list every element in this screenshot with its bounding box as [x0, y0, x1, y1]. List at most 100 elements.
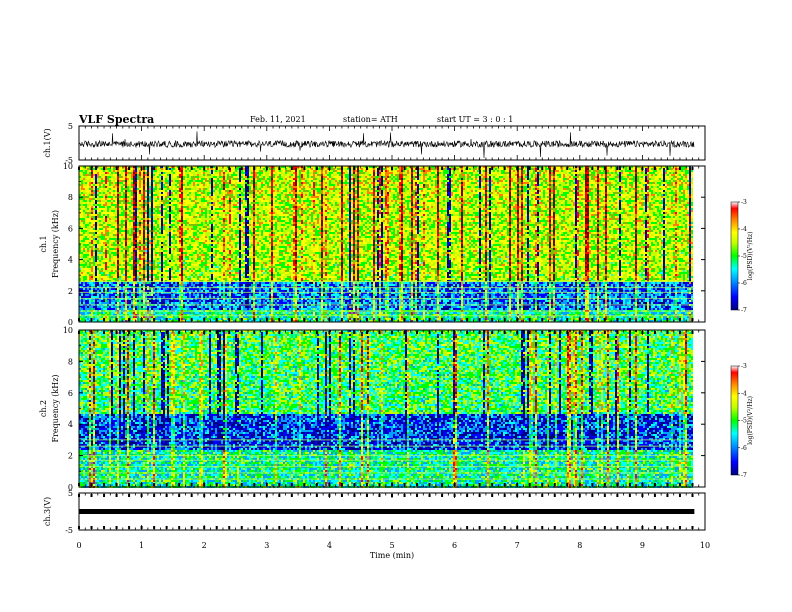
spectrogram-cell: [113, 234, 115, 236]
spectrogram-cell: [111, 236, 113, 238]
spectrogram-cell: [99, 188, 101, 190]
spectrogram-cell: [113, 272, 115, 274]
spectrogram-cell: [83, 278, 85, 280]
spectrogram-cell: [87, 250, 89, 252]
spectrogram-cell: [107, 250, 109, 252]
spectrogram-cell: [97, 180, 99, 182]
spectrogram-cell: [107, 204, 109, 206]
spectrogram-cell: [83, 216, 85, 218]
spectrogram-cell: [87, 246, 89, 248]
spectrogram-cell: [85, 244, 87, 246]
spectrogram-cell: [95, 202, 97, 204]
spectrogram-cell: [119, 302, 121, 304]
spectrogram-cell: [101, 276, 103, 278]
spectrogram-cell: [95, 264, 97, 266]
spectrogram-cell: [103, 192, 105, 194]
spectrogram-cell: [93, 272, 95, 274]
spectrogram-cell: [121, 262, 123, 264]
spectrogram-cell: [87, 272, 89, 274]
spectrogram-cell: [97, 242, 99, 244]
spectrogram-cell: [117, 278, 119, 280]
spectrogram-cell: [95, 180, 97, 182]
spectrogram-cell: [113, 302, 115, 304]
spectrogram-cell: [101, 290, 103, 292]
spectrogram-cell: [97, 252, 99, 254]
spectrogram-cell: [99, 258, 101, 260]
spectrogram-cell: [89, 278, 91, 280]
spectrogram-cell: [95, 316, 97, 318]
spectrogram-cell: [109, 196, 111, 198]
spectrogram-cell: [91, 234, 93, 236]
spectrogram-cell: [119, 224, 121, 226]
spectrogram-cell: [93, 220, 95, 222]
spectrogram-cell: [81, 256, 83, 258]
spectrogram-cell: [99, 208, 101, 210]
spectrogram-cell: [105, 236, 107, 238]
spectrogram-cell: [113, 308, 115, 310]
spectrogram-cell: [85, 284, 87, 286]
spectrogram-cell: [93, 186, 95, 188]
spectrogram-cell: [85, 306, 87, 308]
spectrogram-cell: [99, 172, 101, 174]
spectrogram-cell: [97, 300, 99, 302]
spectrogram-cell: [107, 176, 109, 178]
spectrogram-cell: [101, 178, 103, 180]
spectrogram-cell: [95, 232, 97, 234]
spectrogram-cell: [93, 218, 95, 220]
spectrogram-cell: [107, 302, 109, 304]
spectrogram-cell: [93, 264, 95, 266]
spectrogram-cell: [83, 192, 85, 194]
spectrogram-cell: [121, 228, 123, 230]
spectrogram-cell: [111, 250, 113, 252]
spectrogram-cell: [111, 192, 113, 194]
spectrogram-cell: [95, 248, 97, 250]
spectrogram-cell: [97, 296, 99, 298]
spectrogram-cell: [109, 302, 111, 304]
spectrogram-cell: [97, 272, 99, 274]
spectrogram-cell: [83, 244, 85, 246]
spectrogram-cell: [111, 248, 113, 250]
spectrogram-cell: [109, 274, 111, 276]
spectrogram-cell: [97, 234, 99, 236]
spectrogram-cell: [85, 238, 87, 240]
spectrogram-cell: [111, 196, 113, 198]
spectrogram-cell: [109, 272, 111, 274]
spectrogram-cell: [99, 194, 101, 196]
spectrogram-cell: [115, 170, 117, 172]
spectrogram-cell: [87, 296, 89, 298]
spectrogram-cell: [123, 182, 125, 184]
spectrogram-cell: [107, 230, 109, 232]
spectrogram-cell: [93, 300, 95, 302]
spectrogram-cell: [113, 318, 115, 320]
spectrogram-cell: [121, 296, 123, 298]
spectrogram-cell: [117, 222, 119, 224]
spectrogram-cell: [85, 262, 87, 264]
spectrogram-cell: [91, 244, 93, 246]
spectrogram-cell: [109, 316, 111, 318]
spectrogram-cell: [81, 318, 83, 320]
spectrogram-cell: [109, 180, 111, 182]
spectrogram-cell: [95, 208, 97, 210]
spectrogram-cell: [107, 290, 109, 292]
spectrogram-cell: [101, 192, 103, 194]
spectrogram-cell: [107, 186, 109, 188]
spectrogram-cell: [121, 256, 123, 258]
spectrogram-cell: [111, 260, 113, 262]
spectrogram-cell: [121, 308, 123, 310]
spectrogram-cell: [87, 186, 89, 188]
spectrogram-cell: [81, 300, 83, 302]
spectrogram-cell: [91, 316, 93, 318]
spectrogram-cell: [89, 244, 91, 246]
spectrogram-cell: [87, 244, 89, 246]
spectrogram-cell: [121, 210, 123, 212]
spectrogram-cell: [99, 210, 101, 212]
spectrogram-cell: [85, 218, 87, 220]
spectrogram-cell: [101, 200, 103, 202]
spectrogram-cell: [91, 236, 93, 238]
spectrogram-cell: [115, 302, 117, 304]
spectrogram-cell: [91, 308, 93, 310]
spectrogram-cell: [81, 312, 83, 314]
spectrogram-cell: [113, 210, 115, 212]
spectrogram-cell: [115, 208, 117, 210]
spectrogram-cell: [99, 288, 101, 290]
